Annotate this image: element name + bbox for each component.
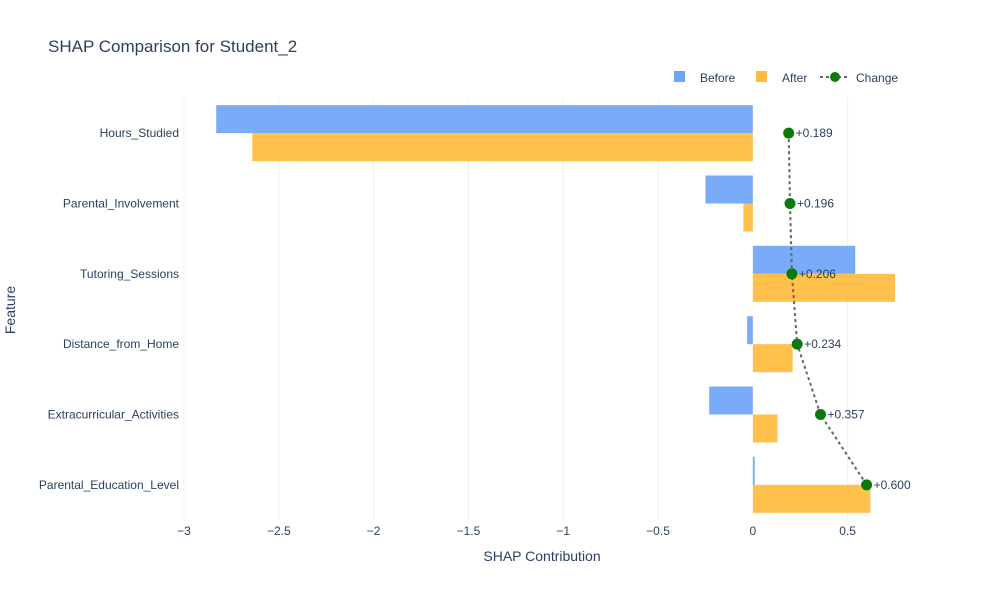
change-marker [786,268,798,280]
y-tick-label: Parental_Education_Level [39,478,179,492]
y-tick-label: Parental_Involvement [63,197,180,211]
bar-before [216,105,753,134]
y-tick-label: Tutoring_Sessions [80,267,179,281]
change-data-label: +0.196 [797,197,834,211]
change-marker [791,338,803,350]
y-axis-title: Feature [2,286,18,334]
x-axis-title: SHAP Contribution [483,548,600,564]
change-data-label: +0.206 [799,267,836,281]
legend-swatch [674,71,685,82]
bar-after [743,203,753,232]
legend-label: Before [700,71,736,85]
change-series [783,127,873,491]
bar-before [752,456,755,485]
x-tick-label: −2 [367,524,381,538]
x-tick-label: 0.5 [839,524,856,538]
x-tick-label: 0 [749,524,756,538]
bar-after [252,133,753,162]
grid-lines [183,98,849,520]
change-marker [815,409,827,420]
bar-after [752,344,793,373]
bar-after [752,484,871,513]
y-tick-label: Distance_from_Home [63,337,179,351]
change-data-label: +0.357 [828,408,865,422]
bar-after [752,414,778,443]
change-marker [783,127,795,139]
change-data-label: +0.234 [804,337,841,351]
bar-before [752,245,856,274]
legend-label: After [782,71,807,85]
legend[interactable]: Before After Change [674,71,898,85]
legend-item-after[interactable]: After [756,71,807,85]
legend-swatch [756,71,767,82]
change-data-label: +0.189 [796,126,833,140]
legend-swatch-marker [830,72,840,82]
bar-after [752,273,896,302]
legend-label: Change [856,71,898,85]
x-tick-label: −1 [556,524,570,538]
x-tick-label: −0.5 [646,524,670,538]
legend-item-before[interactable]: Before [674,71,736,85]
change-data-label: +0.600 [874,478,911,492]
x-tick-label: −2.5 [267,524,291,538]
bars [216,105,896,513]
x-tick-label: −1.5 [457,524,481,538]
y-tick-label: Extracurricular_Activities [48,408,179,422]
chart-title: SHAP Comparison for Student_2 [48,37,297,56]
bar-before [705,175,753,204]
legend-item-change[interactable]: Change [820,71,898,85]
change-marker [784,198,796,209]
bar-before [747,316,753,345]
y-tick-label: Hours_Studied [100,126,179,140]
labels: −3 −2.5 −2 −1.5 −1 −0.5 0 0.5 Hours_Studied Paren… [39,126,911,538]
change-marker [861,479,873,491]
bar-before [709,386,753,415]
x-tick-label: −3 [177,524,191,538]
change-line [787,133,868,486]
